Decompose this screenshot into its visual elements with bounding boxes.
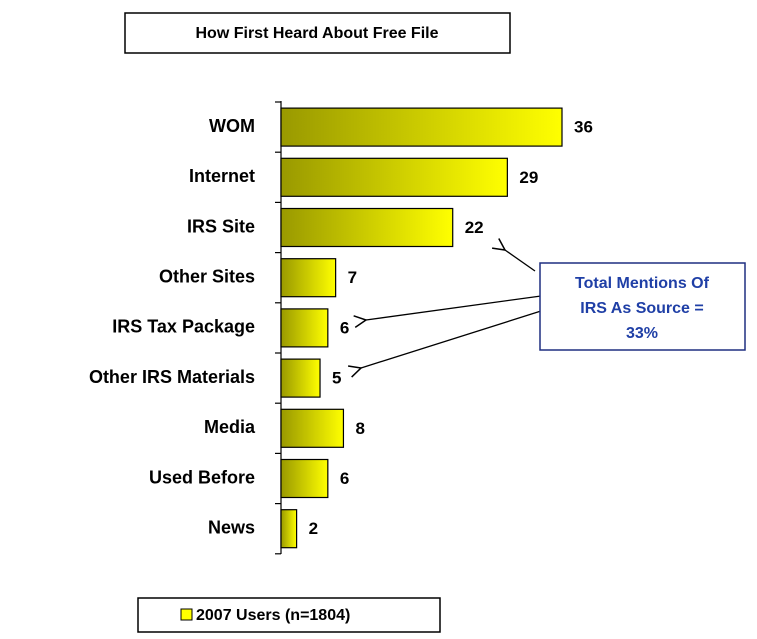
bar: [280, 107, 563, 147]
value-label: 22: [465, 218, 484, 237]
y-tick-label: News: [208, 517, 255, 537]
y-tick-label: WOM: [209, 116, 255, 136]
y-tick-label: Media: [204, 417, 256, 437]
value-label: 6: [340, 318, 349, 337]
legend-swatch: [180, 608, 193, 621]
value-label: 7: [348, 268, 357, 287]
annotation-text: Total Mentions Of: [575, 275, 710, 292]
annotation-text: 33%: [626, 325, 658, 342]
arrow: [505, 250, 536, 272]
chart-title: How First Heard About Free File: [196, 25, 439, 42]
bar: [280, 207, 454, 248]
y-tick-label: IRS Tax Package: [112, 317, 255, 337]
value-label: 2: [309, 519, 318, 538]
bar: [280, 509, 298, 549]
annotation-box: [539, 262, 746, 351]
bar: [280, 358, 321, 398]
title-box: [124, 12, 511, 54]
annotation-text: IRS As Source =: [580, 300, 703, 317]
value-label: 8: [355, 419, 364, 438]
bar: [280, 408, 345, 448]
arrow: [361, 310, 542, 368]
bar: [280, 458, 329, 499]
legend-label: 2007 Users (n=1804): [196, 607, 350, 624]
y-tick-label: Internet: [189, 166, 255, 186]
annotation: Total Mentions Of IRS As Source = 33%: [361, 250, 746, 368]
y-tick-label: Used Before: [149, 467, 255, 487]
y-tick-label: Other Sites: [159, 266, 255, 286]
bar: [280, 157, 508, 197]
arrow: [366, 295, 542, 320]
y-tick-label: IRS Site: [187, 216, 255, 236]
value-label: 6: [340, 469, 349, 488]
value-label: 36: [574, 118, 593, 137]
bar: [280, 308, 329, 348]
bar: [280, 258, 337, 298]
value-label: 29: [519, 168, 538, 187]
y-tick-label: Other IRS Materials: [89, 367, 255, 387]
value-label: 5: [332, 369, 341, 388]
